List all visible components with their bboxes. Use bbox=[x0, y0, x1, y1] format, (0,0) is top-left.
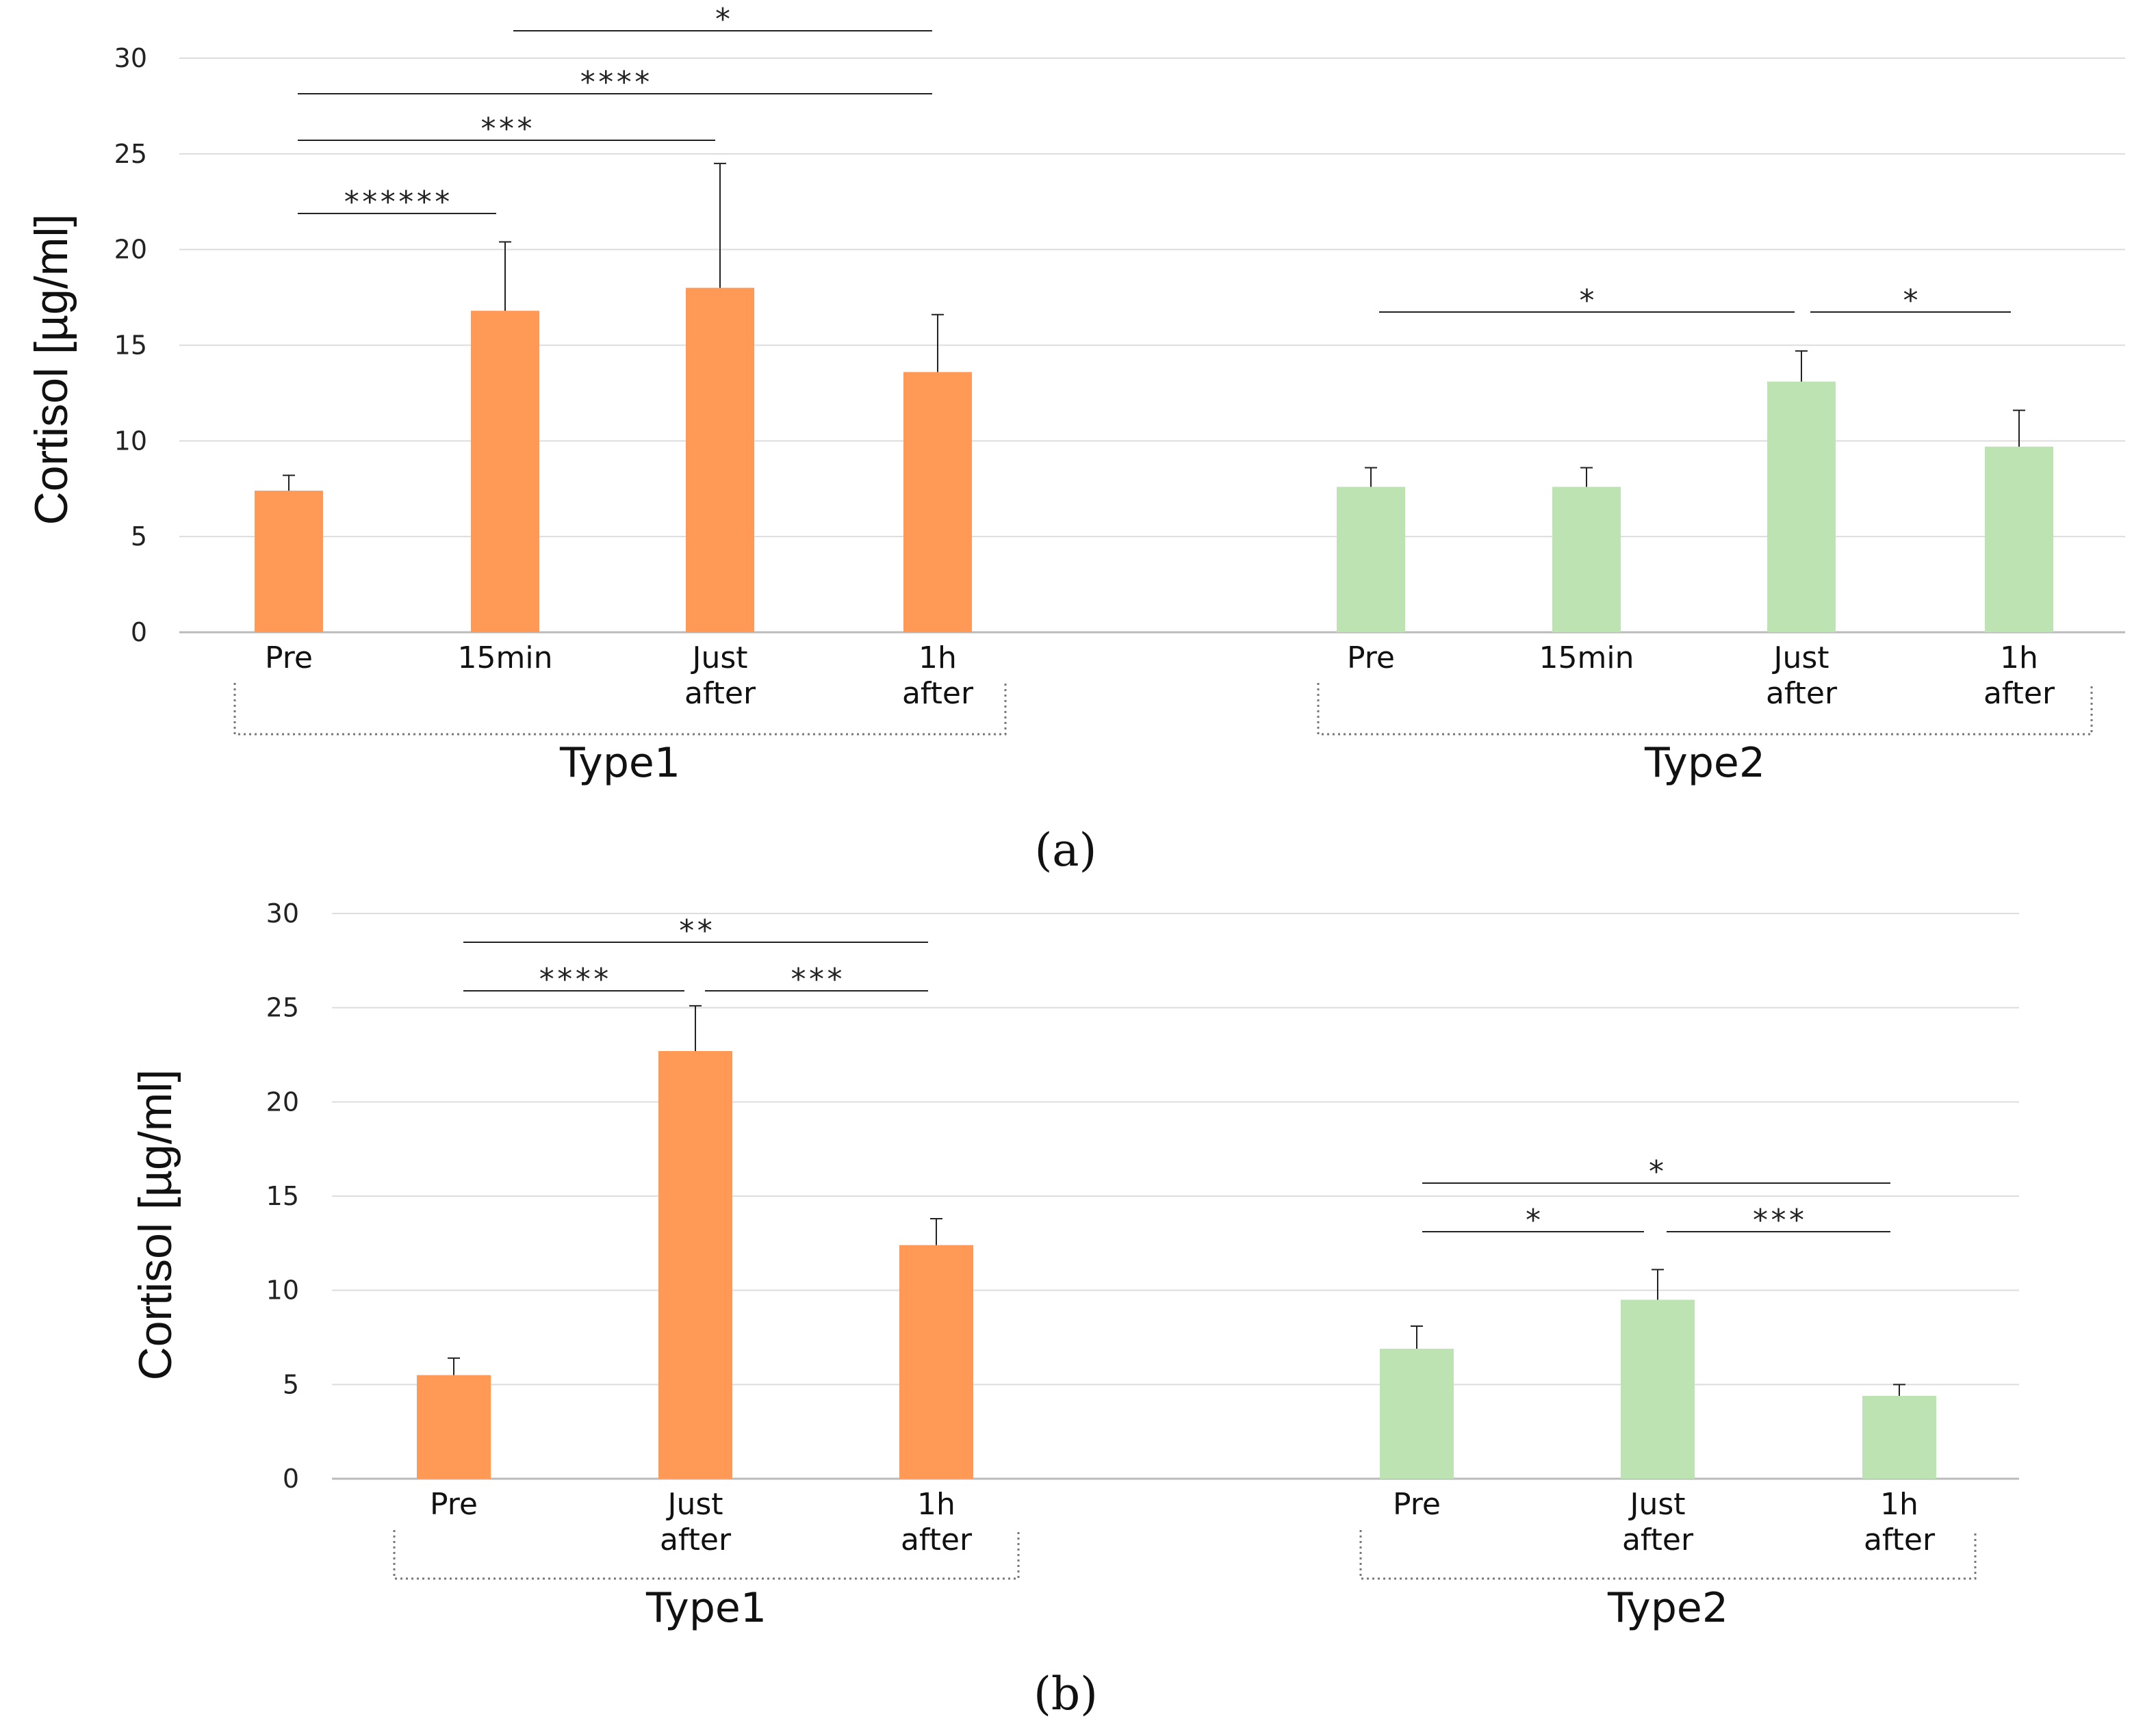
bar-type2-0 bbox=[1380, 1349, 1454, 1479]
category-label: 15min bbox=[458, 640, 553, 675]
bar-type1-0 bbox=[417, 1375, 491, 1479]
panel-a-chart: 0 5 10 15 20 25 30 Cortisol [µg/ml] Pre 15min Just… bbox=[25, 2, 2125, 877]
category-label: 1h bbox=[2000, 640, 2038, 675]
y-tick-label: 10 bbox=[266, 1275, 299, 1306]
category-label: after bbox=[902, 676, 974, 711]
bar-type2-3 bbox=[1985, 446, 2053, 632]
bar-type2-1 bbox=[1621, 1299, 1695, 1479]
bar-type2-2 bbox=[1767, 381, 1836, 632]
category-label: 1h bbox=[919, 640, 957, 675]
y-tick-label: 25 bbox=[114, 139, 147, 169]
category-label: after bbox=[684, 676, 756, 711]
y-tick-label: 15 bbox=[114, 331, 147, 361]
bar-type1-3 bbox=[903, 372, 972, 632]
group-label: Type2 bbox=[1644, 739, 1765, 787]
bar-type1-1 bbox=[471, 311, 539, 632]
group-label: Type1 bbox=[645, 1584, 767, 1632]
significance-stars: ** bbox=[678, 914, 714, 948]
y-tick-label: 0 bbox=[131, 617, 147, 647]
category-label: Just bbox=[1771, 640, 1829, 675]
bar-type1-1 bbox=[658, 1050, 732, 1479]
y-tick-label: 25 bbox=[266, 993, 299, 1023]
y-axis-label: Cortisol [µg/ml] bbox=[129, 1070, 181, 1381]
group-bracket bbox=[393, 1530, 1020, 1580]
significance-stars: * bbox=[1901, 283, 1920, 318]
significance-stars: **** bbox=[579, 65, 652, 100]
panel-label: (b) bbox=[1033, 1668, 1098, 1720]
category-label: 15min bbox=[1539, 640, 1634, 675]
significance-stars: * bbox=[1647, 1154, 1666, 1189]
significance-stars: * bbox=[714, 2, 732, 37]
y-axis-label: Cortisol [µg/ml] bbox=[25, 214, 77, 526]
y-tick-label: 30 bbox=[266, 898, 299, 929]
category-label: 1h bbox=[917, 1487, 955, 1522]
category-label: 1h bbox=[1880, 1487, 1918, 1522]
panel-label: (a) bbox=[1035, 824, 1097, 877]
y-tick-label: 0 bbox=[283, 1464, 299, 1494]
category-label: Pre bbox=[430, 1487, 478, 1522]
significance-stars: **** bbox=[538, 962, 611, 997]
significance-stars: *** bbox=[1751, 1203, 1806, 1238]
bar-type1-0 bbox=[255, 491, 323, 632]
group-bracket bbox=[233, 683, 1007, 736]
y-tick-label: 30 bbox=[114, 43, 147, 73]
group-label: Type1 bbox=[559, 739, 680, 787]
y-tick-label: 20 bbox=[266, 1087, 299, 1117]
group-bracket bbox=[1359, 1530, 1977, 1580]
category-label: Pre bbox=[1393, 1487, 1441, 1522]
significance-stars: ****** bbox=[343, 185, 452, 220]
category-label: after bbox=[1622, 1523, 1694, 1557]
category-label: Pre bbox=[265, 640, 313, 675]
y-tick-label: 5 bbox=[283, 1369, 299, 1399]
category-label: after bbox=[1983, 676, 2055, 711]
group-bracket bbox=[1317, 683, 2093, 736]
y-tick-label: 20 bbox=[114, 235, 147, 265]
bar-type2-2 bbox=[1862, 1395, 1936, 1479]
category-label: after bbox=[1864, 1523, 1936, 1557]
significance-stars: *** bbox=[479, 112, 533, 146]
group-label: Type2 bbox=[1607, 1584, 1728, 1632]
significance-stars: *** bbox=[789, 962, 843, 997]
y-tick-label: 5 bbox=[131, 521, 147, 552]
category-label: after bbox=[660, 1523, 732, 1557]
category-label: Just bbox=[690, 640, 747, 675]
y-tick-label: 10 bbox=[114, 426, 147, 456]
significance-stars: * bbox=[1524, 1203, 1543, 1238]
bar-type2-0 bbox=[1337, 487, 1405, 632]
category-label: after bbox=[901, 1523, 973, 1557]
category-label: after bbox=[1766, 676, 1838, 711]
category-label: Just bbox=[665, 1487, 723, 1522]
bar-type1-2 bbox=[899, 1245, 973, 1479]
y-tick-label: 15 bbox=[266, 1181, 299, 1211]
bar-type1-2 bbox=[686, 287, 754, 632]
bar-type2-1 bbox=[1552, 487, 1621, 632]
significance-stars: * bbox=[1578, 283, 1596, 318]
category-label: Pre bbox=[1347, 640, 1395, 675]
category-label: Just bbox=[1628, 1487, 1685, 1522]
